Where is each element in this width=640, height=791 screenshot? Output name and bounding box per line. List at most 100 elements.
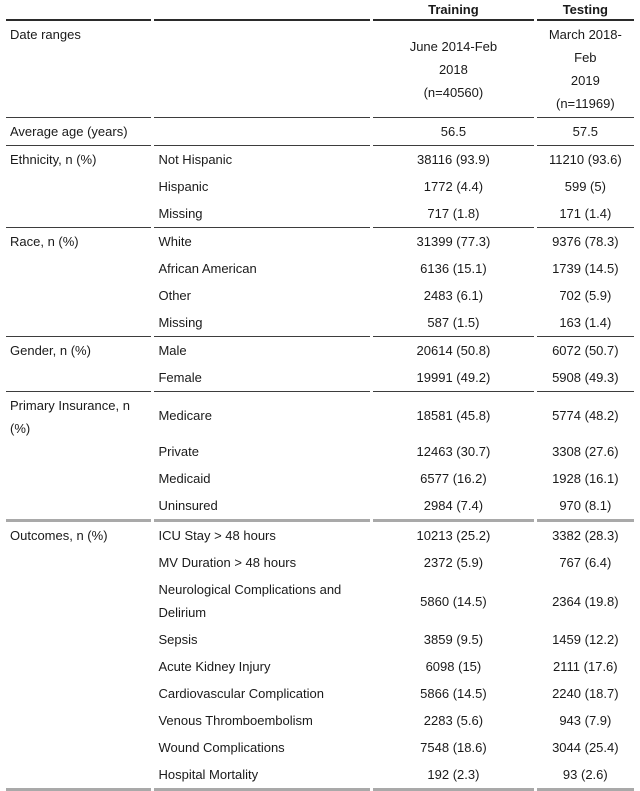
row-label: African American	[158, 261, 257, 276]
column-header-testing: Testing	[536, 0, 634, 21]
table-row: Female 19991 (49.2) 5908 (49.3)	[6, 364, 634, 392]
row-label: Medicaid	[158, 471, 211, 486]
value-testing: 2240 (18.7)	[552, 686, 619, 701]
column-header-training: Training	[373, 0, 534, 21]
row-label: Date ranges	[6, 21, 152, 118]
row-label: ICU Stay > 48 hours	[158, 528, 276, 543]
table-row: Neurological Complications and Delirium …	[6, 576, 634, 626]
value-testing: 970 (8.1)	[536, 492, 634, 522]
table-row: Uninsured 2984 (7.4) 970 (8.1)	[6, 492, 634, 522]
row-label: Private	[158, 444, 199, 459]
empty-cell	[154, 118, 371, 146]
value-training: 18581 (45.8)	[416, 407, 491, 423]
table-row-average-age: Average age (years) 56.5 57.5	[6, 118, 634, 146]
category-label-insurance: Primary Insurance, n (%)	[6, 392, 152, 522]
category-label-gender: Gender, n (%)	[6, 337, 152, 392]
value-training: 3859 (9.5)	[423, 632, 484, 647]
header-spacer	[6, 0, 152, 21]
row-label: White	[158, 234, 192, 249]
value-testing: 3044 (25.4)	[552, 740, 619, 755]
value-training: 1772 (4.4)	[423, 179, 484, 194]
value-training: 5860 (14.5)	[420, 593, 487, 609]
value-training: 5866 (14.5)	[420, 686, 487, 701]
value-testing: 702 (5.9)	[559, 288, 612, 303]
table-row: Ethnicity, n (%) Not Hispanic 38116 (93.…	[6, 146, 634, 228]
value-training: 10213 (25.2)	[416, 528, 491, 543]
value-testing: 3308 (27.6)	[552, 444, 619, 459]
value-testing: March 2018-Feb 2019 (n=11969)	[536, 21, 634, 118]
table-row: Missing 717 (1.8) 171 (1.4)	[6, 200, 634, 228]
table-row: Primary Insurance, n (%) Medicare 18581 …	[6, 392, 634, 522]
table-row: Outcomes, n (%) ICU Stay > 48 hours 1021…	[6, 522, 634, 791]
value-training: 7548 (18.6)	[420, 740, 487, 755]
value-testing: 1928 (16.1)	[552, 471, 619, 486]
value-training: 6577 (16.2)	[420, 471, 487, 486]
table-row: Wound Complications 7548 (18.6) 3044 (25…	[6, 734, 634, 761]
table-row: Other 2483 (6.1) 702 (5.9)	[6, 282, 634, 309]
header-spacer	[154, 0, 371, 21]
row-label: MV Duration > 48 hours	[158, 555, 297, 570]
table-row: Medicaid 6577 (16.2) 1928 (16.1)	[6, 465, 634, 492]
value-training: 587 (1.5)	[373, 309, 534, 337]
row-label: Cardiovascular Complication	[158, 686, 324, 701]
value-testing: 599 (5)	[564, 179, 606, 194]
table-row: Acute Kidney Injury 6098 (15) 2111 (17.6…	[6, 653, 634, 680]
value-testing: 5908 (49.3)	[536, 364, 634, 392]
value-testing: 171 (1.4)	[536, 200, 634, 228]
value-testing: 5774 (48.2)	[552, 407, 619, 423]
value-training: 192 (2.3)	[373, 761, 534, 791]
row-label: Neurological Complications and Delirium	[158, 582, 342, 620]
value-testing: 9376 (78.3)	[552, 234, 619, 249]
table-row: African American 6136 (15.1) 1739 (14.5)	[6, 255, 634, 282]
value-training: 38116 (93.9)	[417, 152, 490, 167]
row-label: Male	[158, 343, 187, 358]
row-label: Hospital Mortality	[154, 761, 371, 791]
value-testing: 6072 (50.7)	[552, 343, 619, 358]
table-row: Hispanic 1772 (4.4) 599 (5)	[6, 173, 634, 200]
row-label: Other	[158, 288, 191, 303]
table-row: Cardiovascular Complication 5866 (14.5) …	[6, 680, 634, 707]
value-training: 717 (1.8)	[373, 200, 534, 228]
value-training: 12463 (30.7)	[416, 444, 491, 459]
patient-characteristics-table: Training Testing Date ranges June 2014-F…	[3, 0, 637, 791]
row-label: Female	[154, 364, 371, 392]
value-training: 2372 (5.9)	[423, 555, 484, 570]
value-training: 2283 (5.6)	[423, 713, 484, 728]
category-label-race: Race, n (%)	[6, 228, 152, 337]
value-training: 6136 (15.1)	[420, 261, 487, 276]
value-training: 56.5	[373, 118, 534, 146]
row-label: Sepsis	[158, 632, 198, 647]
value-testing: 11210 (93.6)	[548, 152, 622, 167]
value-training: 20614 (50.8)	[416, 343, 491, 358]
row-label: Uninsured	[154, 492, 371, 522]
row-label: Venous Thromboembolism	[158, 713, 313, 728]
value-training: 2483 (6.1)	[423, 288, 484, 303]
row-label: Missing	[154, 309, 371, 337]
value-training: 31399 (77.3)	[416, 234, 491, 249]
value-testing: 2111 (17.6)	[553, 659, 618, 674]
value-testing: 1739 (14.5)	[552, 261, 619, 276]
table-row-date-ranges: Date ranges June 2014-Feb 2018 (n=40560)…	[6, 21, 634, 118]
table-row: Venous Thromboembolism 2283 (5.6) 943 (7…	[6, 707, 634, 734]
row-label: Hispanic	[158, 179, 209, 194]
table-row: Race, n (%) White 31399 (77.3) 9376 (78.…	[6, 228, 634, 337]
value-testing: 3382 (28.3)	[552, 528, 619, 543]
value-testing: 57.5	[536, 118, 634, 146]
row-label: Not Hispanic	[158, 152, 233, 167]
table-row: Gender, n (%) Male 20614 (50.8) 6072 (50…	[6, 337, 634, 392]
value-testing: 163 (1.4)	[536, 309, 634, 337]
value-training: 2984 (7.4)	[373, 492, 534, 522]
value-testing: 943 (7.9)	[559, 713, 612, 728]
row-label: Missing	[154, 200, 371, 228]
row-label: Medicare	[158, 407, 212, 423]
value-training: 19991 (49.2)	[373, 364, 534, 392]
category-label-outcomes: Outcomes, n (%)	[6, 522, 152, 791]
category-label-ethnicity: Ethnicity, n (%)	[6, 146, 152, 228]
value-testing: 767 (6.4)	[559, 555, 612, 570]
value-testing: 93 (2.6)	[536, 761, 634, 791]
table-row: Private 12463 (30.7) 3308 (27.6)	[6, 438, 634, 465]
empty-cell	[154, 21, 371, 118]
row-label: Acute Kidney Injury	[158, 659, 271, 674]
value-testing: 2364 (19.8)	[552, 593, 619, 609]
